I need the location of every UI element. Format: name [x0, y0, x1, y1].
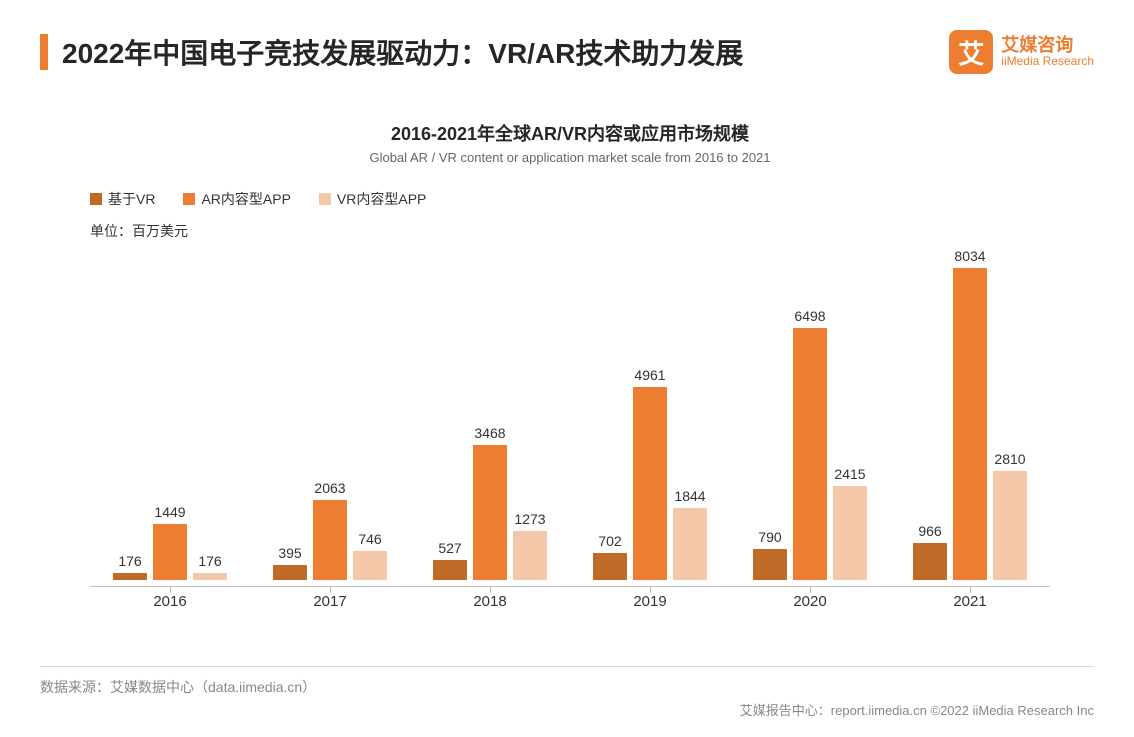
bar: 1844	[673, 488, 707, 580]
bar: 2810	[993, 451, 1027, 580]
page-title: 2022年中国电子竞技发展驱动力：VR/AR技术助力发展	[62, 32, 949, 72]
bar: 966	[913, 523, 947, 581]
header: 2022年中国电子竞技发展驱动力：VR/AR技术助力发展 艾 艾媒咨询 iiMe…	[40, 30, 1094, 74]
bar: 1449	[153, 504, 187, 580]
bar-rect	[193, 573, 227, 580]
footer-divider	[40, 666, 1094, 667]
bar-rect	[473, 445, 507, 580]
bar: 3468	[473, 425, 507, 580]
bar-group: 527 3468 1273	[425, 425, 555, 580]
bar-value-label: 2063	[314, 480, 345, 496]
brand-logo-icon: 艾	[949, 30, 993, 74]
bar-rect	[673, 508, 707, 580]
bar: 6498	[793, 308, 827, 580]
legend-label: VR内容型APP	[337, 189, 426, 209]
copyright: 艾媒报告中心：report.iimedia.cn ©2022 iiMedia R…	[740, 700, 1094, 719]
chart-legend: 基于VR AR内容型APP VR内容型APP	[90, 189, 1050, 209]
legend-label: AR内容型APP	[201, 189, 290, 209]
bar-value-label: 3468	[474, 425, 505, 441]
brand-name-cn: 艾媒咨询	[1001, 36, 1094, 56]
bar-value-label: 6498	[794, 308, 825, 324]
legend-swatch	[90, 193, 102, 205]
brand-name-en: iiMedia Research	[1001, 55, 1094, 68]
bar-value-label: 1844	[674, 488, 705, 504]
bar-rect	[433, 560, 467, 580]
header-accent-bar	[40, 34, 48, 70]
chart-unit-label: 单位：百万美元	[90, 221, 1050, 241]
bar-value-label: 966	[918, 523, 941, 539]
bar-rect	[793, 328, 827, 580]
bar-value-label: 176	[198, 553, 221, 569]
bar: 746	[353, 531, 387, 580]
bar-value-label: 1273	[514, 511, 545, 527]
bar-rect	[273, 565, 307, 580]
bar: 4961	[633, 367, 667, 580]
bar-rect	[833, 486, 867, 580]
bar-value-label: 790	[758, 529, 781, 545]
x-tick-label: 2018	[425, 593, 555, 610]
bar-value-label: 176	[118, 553, 141, 569]
legend-swatch	[183, 193, 195, 205]
bar: 702	[593, 533, 627, 580]
brand-logo: 艾 艾媒咨询 iiMedia Research	[949, 30, 1094, 74]
bar-group: 176 1449 176	[105, 504, 235, 580]
chart-title-cn: 2016-2021年全球AR/VR内容或应用市场规模	[90, 120, 1050, 146]
bar: 8034	[953, 248, 987, 580]
chart-x-axis: 2016 2017 2018 2019 2020 2021	[90, 586, 1050, 608]
legend-swatch	[319, 193, 331, 205]
bar-rect	[593, 553, 627, 580]
x-tick-label: 2021	[905, 593, 1035, 610]
bar-rect	[913, 543, 947, 581]
bar-value-label: 2415	[834, 466, 865, 482]
bar: 395	[273, 545, 307, 580]
legend-item: 基于VR	[90, 189, 155, 209]
bar: 176	[193, 553, 227, 580]
bar: 2063	[313, 480, 347, 580]
bar-rect	[153, 524, 187, 580]
data-source: 数据来源：艾媒数据中心（data.iimedia.cn）	[40, 677, 316, 697]
bar-value-label: 746	[358, 531, 381, 547]
bar-rect	[353, 551, 387, 580]
bar-group: 790 6498 2415	[745, 308, 875, 580]
chart-plot-area: 176 1449 176 395 2063 746 527 3468 1273 702 4961 18…	[90, 250, 1050, 580]
x-tick-label: 2020	[745, 593, 875, 610]
bar-rect	[113, 573, 147, 580]
bar-value-label: 8034	[954, 248, 985, 264]
bar-group: 702 4961 1844	[585, 367, 715, 580]
bar-rect	[953, 268, 987, 580]
bar-value-label: 1449	[154, 504, 185, 520]
chart: 2016-2021年全球AR/VR内容或应用市场规模 Global AR / V…	[90, 120, 1050, 620]
bar: 176	[113, 553, 147, 580]
bar: 790	[753, 529, 787, 580]
x-tick-label: 2016	[105, 593, 235, 610]
bar-group: 395 2063 746	[265, 480, 395, 580]
bar-rect	[313, 500, 347, 580]
bar-rect	[993, 471, 1027, 580]
legend-item: AR内容型APP	[183, 189, 290, 209]
bar: 2415	[833, 466, 867, 580]
x-tick-label: 2017	[265, 593, 395, 610]
bar-group: 966 8034 2810	[905, 248, 1035, 580]
bar-value-label: 702	[598, 533, 621, 549]
chart-title-en: Global AR / VR content or application ma…	[90, 150, 1050, 165]
legend-item: VR内容型APP	[319, 189, 426, 209]
bar: 527	[433, 540, 467, 580]
bar-rect	[633, 387, 667, 580]
bar-value-label: 4961	[634, 367, 665, 383]
legend-label: 基于VR	[108, 189, 155, 209]
bar-value-label: 527	[438, 540, 461, 556]
bar: 1273	[513, 511, 547, 580]
bar-value-label: 395	[278, 545, 301, 561]
bar-rect	[513, 531, 547, 580]
bar-value-label: 2810	[994, 451, 1025, 467]
bar-rect	[753, 549, 787, 580]
x-tick-label: 2019	[585, 593, 715, 610]
